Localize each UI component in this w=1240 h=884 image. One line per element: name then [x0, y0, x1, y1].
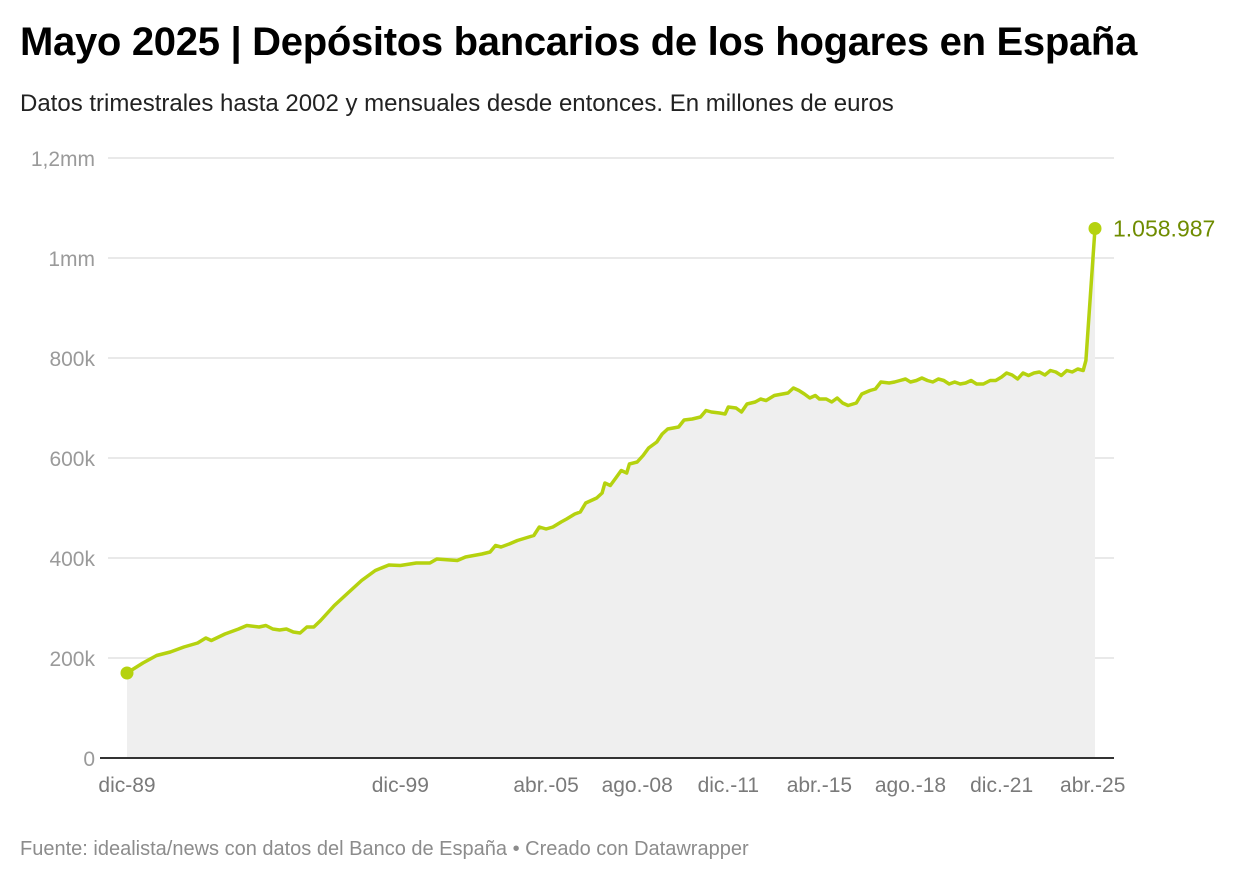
footer-source: idealista/news con datos del Banco de Es…	[93, 838, 508, 860]
x-tick-label: ago.-18	[875, 774, 946, 797]
footer-credit: Creado con Datawrapper	[525, 838, 749, 860]
area-fill-layer	[127, 228, 1095, 758]
x-tick-label: abr.-25	[1060, 774, 1125, 797]
x-tick-label: abr.-15	[787, 774, 852, 797]
x-tick-label: ago.-08	[602, 774, 673, 797]
chart-subtitle: Datos trimestrales hasta 2002 y mensuale…	[20, 90, 894, 117]
chart-title: Mayo 2025 | Depósitos bancarios de los h…	[20, 20, 1138, 64]
start-point-marker	[120, 666, 134, 680]
series-line-layer	[125, 226, 1097, 675]
y-tick-label: 600k	[49, 448, 95, 471]
x-tick-label: dic.-11	[698, 774, 759, 797]
y-tick-label: 800k	[49, 348, 95, 371]
end-markers: 1.058.987	[120, 216, 1215, 680]
x-tick-label: dic.-21	[970, 774, 1033, 797]
series-line	[125, 226, 1097, 675]
y-tick-label: 1mm	[48, 248, 95, 271]
x-tick-label: dic-89	[98, 774, 155, 797]
y-tick-label: 1,2mm	[31, 148, 95, 171]
x-axis-tick-labels: dic-89 dic-99 abr.-05 ago.-08 dic.-11 abr.-15…	[98, 774, 1125, 797]
end-point-marker	[1088, 222, 1102, 236]
y-tick-label: 0	[83, 748, 95, 771]
y-tick-label: 200k	[49, 648, 95, 671]
y-axis-tick-labels: 0 200k 400k 600k 800k 1mm 1,2mm	[31, 148, 96, 771]
line-chart: 0 200k 400k 600k 800k 1mm 1,2mm dic-89 dic-99 ab…	[31, 148, 1216, 797]
series-area	[127, 228, 1095, 758]
y-tick-label: 400k	[49, 548, 95, 571]
footer-source-label: Fuente:	[20, 838, 88, 860]
x-tick-label: abr.-05	[513, 774, 578, 797]
footer-separator: •	[512, 838, 520, 860]
x-tick-label: dic-99	[372, 774, 429, 797]
end-value-label: 1.058.987	[1113, 216, 1215, 242]
footer: Fuente: idealista/news con datos del Ban…	[20, 838, 749, 861]
